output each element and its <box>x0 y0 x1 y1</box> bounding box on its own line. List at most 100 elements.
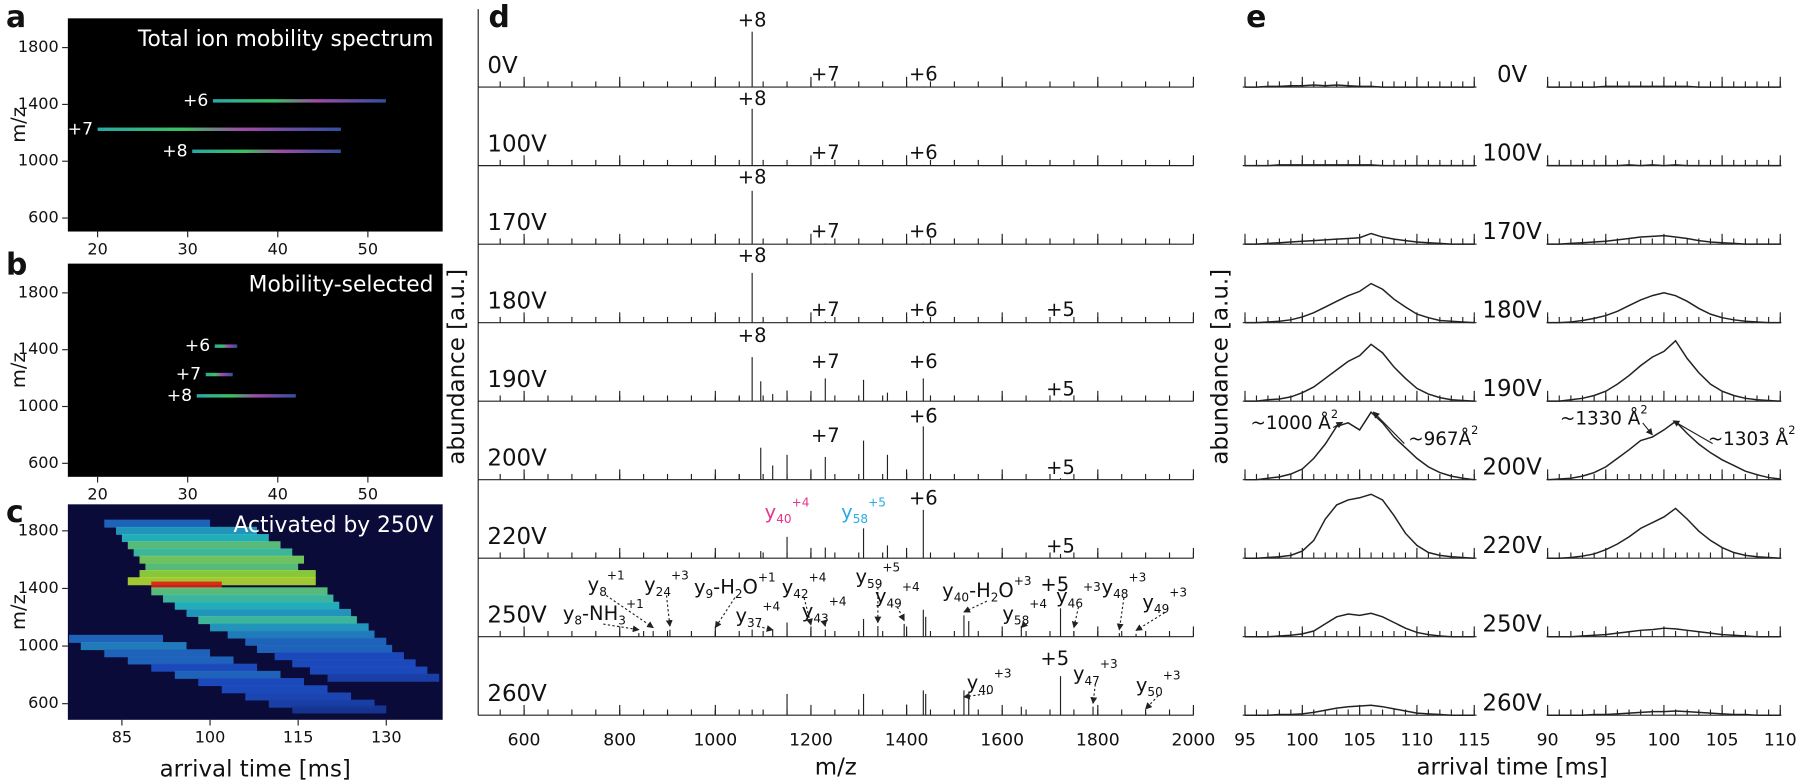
y-tick-label: 1800 <box>18 37 59 56</box>
text-part: y <box>1102 575 1114 598</box>
text-part: y <box>802 599 814 622</box>
x-tick-label: 1400 <box>885 730 929 750</box>
text-part: 49 <box>1154 602 1169 616</box>
panel-letter: a <box>6 0 26 35</box>
streak <box>257 644 393 653</box>
streak <box>97 127 341 131</box>
text-part: +5 <box>1046 534 1075 557</box>
streak <box>196 394 296 398</box>
panel-title: Total ion mobility spectrum <box>137 27 434 52</box>
streak <box>268 699 375 708</box>
text-part: +4 <box>762 599 780 613</box>
text-part: +5 <box>882 560 900 574</box>
text-part: +8 <box>738 244 767 267</box>
label-arrow <box>605 594 654 629</box>
text-part: 58 <box>1014 613 1029 627</box>
streak <box>227 630 375 639</box>
streak <box>104 649 211 658</box>
text-part: 24 <box>656 584 671 598</box>
text-part: +3 <box>1014 574 1032 588</box>
text-part: 59 <box>867 576 882 590</box>
text-part: y <box>694 575 706 598</box>
peak-label: +5 <box>1040 573 1069 596</box>
peak-label: y42+4 <box>782 570 827 601</box>
peak-label: y47+3 <box>1073 657 1118 688</box>
text-part: y <box>1136 673 1148 696</box>
text-part: +6 <box>909 350 938 373</box>
text-part: O <box>998 578 1013 601</box>
peak-label: +7 <box>811 298 840 321</box>
row-label: 220V <box>487 524 547 550</box>
peak-label: y40-H2O+3 <box>942 574 1031 605</box>
trace <box>1245 612 1475 638</box>
x-tick-label: 1800 <box>1076 730 1120 750</box>
y-tick-label: 1800 <box>18 520 59 539</box>
text-part: +6 <box>909 62 938 85</box>
text-part: +6 <box>909 404 938 427</box>
text-part: +7 <box>811 141 840 164</box>
streak <box>198 616 357 625</box>
text-part: +5 <box>1046 298 1075 321</box>
text-part: +3 <box>994 666 1012 680</box>
peak-label: y58+5 <box>841 495 886 526</box>
peak-label: +7 <box>811 350 840 373</box>
label-arrow <box>1145 695 1159 710</box>
row-label: 170V <box>487 210 547 236</box>
text-part: y <box>644 573 656 596</box>
streak <box>139 570 316 579</box>
label-arrow <box>1090 684 1098 705</box>
trace <box>1547 627 1781 638</box>
y-tick-label: 1400 <box>18 94 59 113</box>
annotation: ~1303 Å2 <box>1708 423 1796 450</box>
y-tick-label: 1400 <box>18 578 59 597</box>
row-label: 200V <box>1482 455 1542 481</box>
x-tick-label: 30 <box>177 485 197 504</box>
streak <box>151 581 222 590</box>
streak <box>221 685 328 694</box>
peak-label: +6 <box>909 62 938 85</box>
x-tick-label: 95 <box>1234 730 1256 750</box>
trace <box>1547 292 1781 324</box>
streak <box>214 344 238 348</box>
text-part: +5 <box>1046 377 1075 400</box>
text-part: y <box>735 604 747 627</box>
peak-label: +8 <box>738 87 767 110</box>
y-tick-label: 600 <box>28 208 59 227</box>
streak <box>274 652 404 661</box>
y-tick-label: 1800 <box>18 282 59 301</box>
label-arrow <box>1135 612 1166 631</box>
text-part: +6 <box>909 298 938 321</box>
text-part: y <box>942 578 954 601</box>
annotation: ~1000 Å2 <box>1250 407 1338 434</box>
y-axis-label: m/z <box>7 352 30 388</box>
peak-label: y40+3 <box>967 666 1012 697</box>
text-part: +1 <box>758 570 776 584</box>
text-part: +8 <box>738 165 767 188</box>
peak-label: +8 <box>738 8 767 31</box>
streak <box>121 534 269 543</box>
annotation: ~967Å2 <box>1408 423 1478 450</box>
text-part: 40 <box>978 682 993 696</box>
peak-label: +6 <box>909 141 938 164</box>
streak <box>212 99 386 103</box>
y-axis-label: m/z <box>7 107 30 143</box>
streak-label: +7 <box>68 119 93 139</box>
text-part: +6 <box>909 141 938 164</box>
text-part: 3 <box>618 613 626 627</box>
label-arrow <box>803 597 813 626</box>
streak <box>80 642 187 651</box>
text-part: y <box>1056 584 1068 607</box>
peak-label: +5 <box>1046 534 1075 557</box>
y-tick-label: 1000 <box>18 151 59 170</box>
text-part: y <box>856 565 868 588</box>
streak <box>192 149 341 154</box>
trace <box>1245 704 1475 716</box>
x-tick-label: 1200 <box>789 730 833 750</box>
text-part: 2 <box>1640 402 1647 416</box>
text-part: y <box>1002 601 1014 624</box>
streak <box>127 541 281 550</box>
y-axis-label: abundance [a.u.] <box>444 269 470 465</box>
text-part: y <box>875 584 887 607</box>
text-part: +7 <box>811 62 840 85</box>
